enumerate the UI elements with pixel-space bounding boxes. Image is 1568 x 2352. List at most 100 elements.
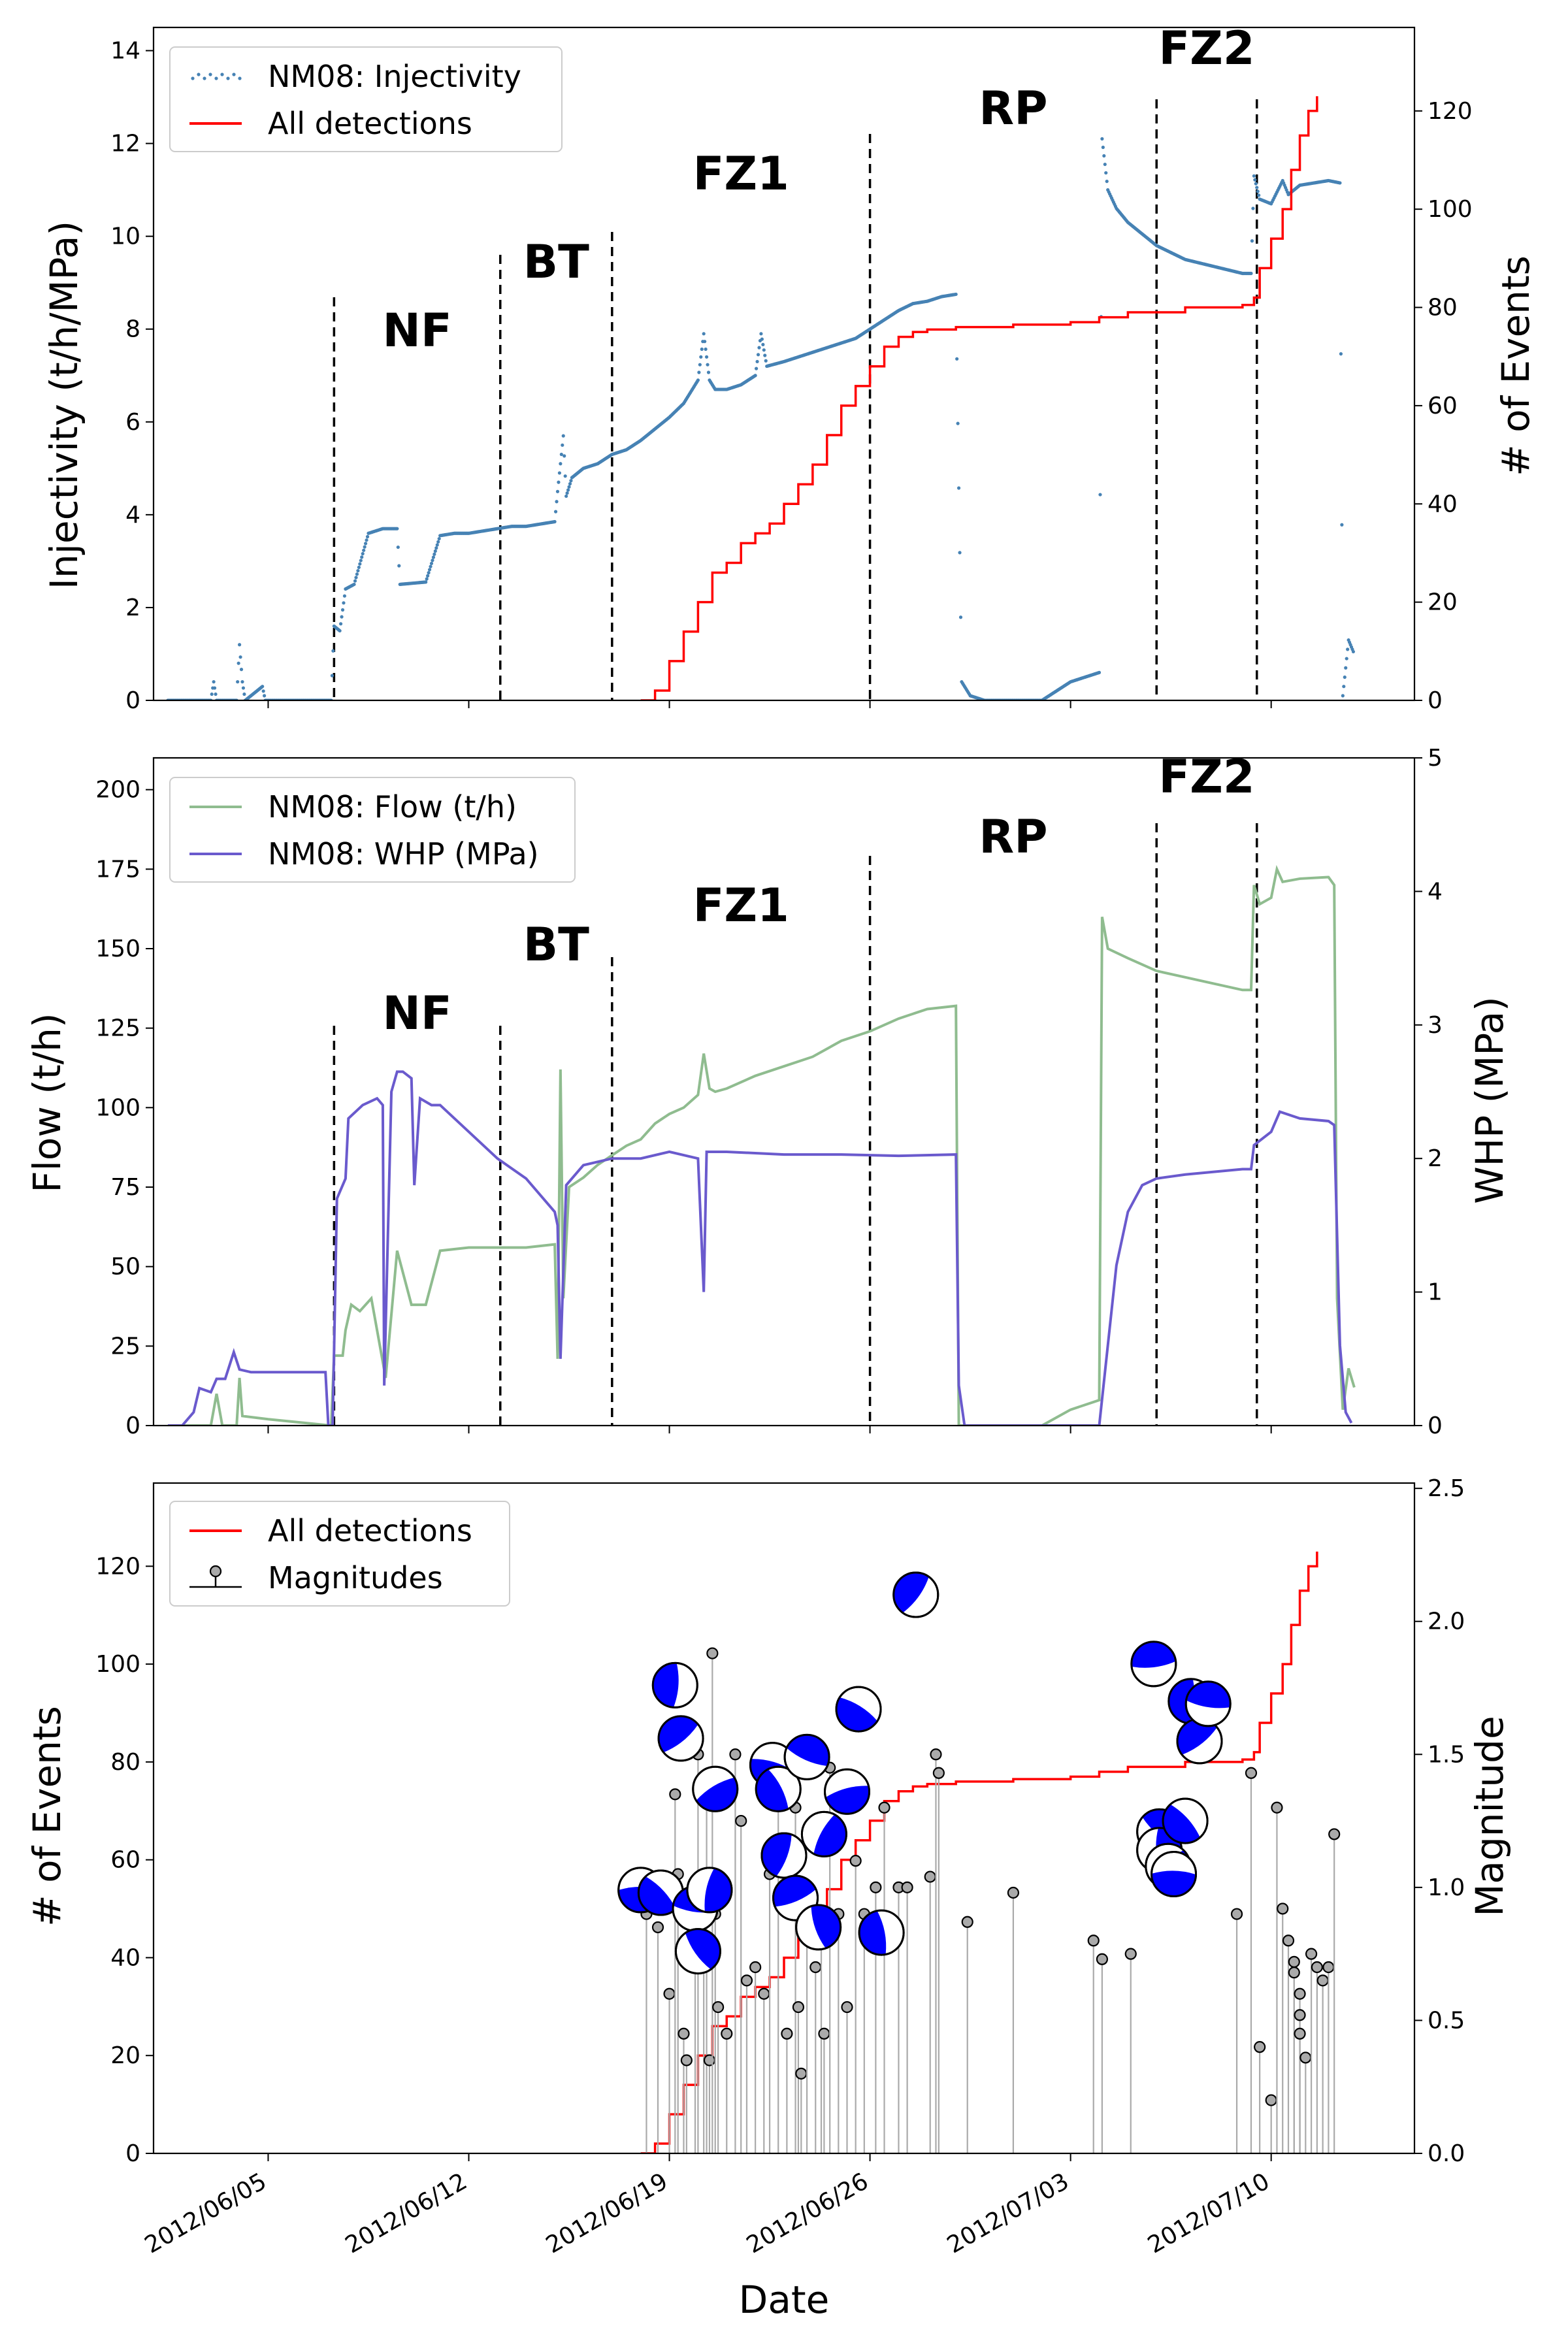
injectivity-point	[236, 679, 240, 684]
y-right-tick-label: 1.5	[1428, 1741, 1465, 1768]
magnitude-marker	[706, 1647, 719, 1659]
magnitude-marker	[930, 1748, 942, 1761]
y-left-tick-label: 50	[110, 1254, 140, 1281]
injectivity-point	[706, 363, 710, 367]
magnitude-marker	[1087, 1935, 1100, 1947]
y-right-tick-label: 0.0	[1428, 2140, 1465, 2167]
injectivity-point	[360, 555, 364, 559]
injectivity-point	[1101, 145, 1105, 150]
legend-marker	[220, 73, 224, 76]
phase-label-nf: NF	[382, 304, 451, 357]
injectivity-point	[238, 655, 242, 659]
plot-area	[166, 96, 1356, 700]
y-left-tick-label: 60	[110, 1847, 140, 1874]
injectivity-point	[361, 551, 365, 556]
injectivity-point	[563, 454, 566, 458]
magnitude-marker	[781, 2027, 793, 2040]
injectivity-point	[358, 562, 362, 566]
injectivity-point	[956, 486, 961, 490]
focal-mechanism-beachball	[1130, 1641, 1177, 1688]
injectivity-point	[365, 538, 368, 542]
injectivity-point	[355, 572, 359, 576]
magnitude-marker	[1124, 1948, 1137, 1960]
y-right-tick-label: 1	[1428, 1279, 1443, 1306]
injectivity-point	[557, 480, 561, 484]
injectivity-point	[424, 580, 428, 584]
injectivity-point	[261, 685, 265, 689]
magnitude-marker	[1271, 1801, 1283, 1814]
injectivity-point	[1252, 174, 1256, 178]
injectivity-point	[566, 488, 570, 492]
legend-marker	[214, 76, 218, 80]
injectivity-point	[553, 510, 558, 514]
focal-mechanism-beachball	[795, 1904, 842, 1951]
magnitude-marker	[1230, 1908, 1243, 1920]
injectivity-point	[1342, 685, 1346, 689]
axes-frame	[152, 26, 1416, 702]
y-left-tick-label: 14	[110, 38, 140, 65]
magnitude-marker	[721, 2027, 733, 2040]
injectivity-point	[397, 564, 401, 568]
injectivity-point	[564, 494, 568, 498]
injectivity-point	[553, 519, 557, 524]
injectivity-point	[565, 491, 569, 495]
injectivity-point	[703, 340, 707, 344]
injectivity-point	[762, 348, 766, 352]
injectivity-point	[338, 622, 343, 626]
phase-label-fz2: FZ2	[1158, 22, 1254, 75]
injectivity-point	[706, 370, 711, 374]
magnitude-marker	[795, 2067, 808, 2080]
y-right-tick-label: 0	[1428, 1413, 1443, 1439]
injectivity-point	[340, 615, 344, 619]
injectivity-point	[1344, 666, 1348, 670]
magnitude-marker	[680, 2054, 693, 2066]
all-detections-series	[640, 96, 1318, 700]
injectivity-point	[1250, 239, 1254, 243]
y-right-tick-label: 0	[1428, 687, 1443, 714]
magnitude-marker	[878, 1801, 890, 1814]
magnitude-marker	[849, 1855, 862, 1867]
injectivity-point	[958, 615, 963, 619]
y-left-tick-label: 4	[125, 502, 140, 529]
legend-marker	[226, 76, 230, 80]
y-left-tick-label: 100	[95, 1094, 140, 1121]
y-left-tick-label: 120	[95, 1553, 140, 1580]
injectivity-point	[431, 555, 436, 559]
injectivity-point	[342, 601, 346, 605]
focal-mechanism-beachball	[1162, 1797, 1209, 1844]
legend-frame	[169, 1501, 510, 1607]
legend: All detections Magnitudes	[169, 1501, 510, 1607]
injectivity-point	[427, 571, 431, 575]
nm08-whp-mpa--series	[167, 1070, 1353, 1426]
injectivity-point	[958, 551, 962, 555]
magnitude-marker	[735, 1814, 747, 1827]
y-right-tick-label: 0.5	[1428, 2007, 1465, 2034]
injectivity-point	[696, 378, 700, 382]
phase-label-bt: BT	[523, 918, 589, 972]
y-left-tick-label: 0	[125, 1413, 140, 1439]
injectivity-point	[704, 347, 708, 351]
focal-mechanism-beachball	[892, 1571, 939, 1618]
injectivity-point	[702, 332, 706, 336]
injectivity-point	[363, 545, 367, 549]
injectivity-point	[1104, 171, 1108, 175]
injectivity-point	[395, 527, 399, 531]
y-right-tick-label: 3	[1428, 1012, 1443, 1039]
magnitude-marker	[1288, 1967, 1300, 1979]
injectivity-point	[241, 686, 246, 690]
all-detections-series	[640, 1551, 1318, 2153]
y-left-tick-label: 125	[95, 1015, 140, 1042]
magnitude-marker	[1316, 1974, 1329, 1987]
magnitude-marker	[651, 1921, 664, 1934]
focal-mechanism-beachball	[755, 1765, 802, 1812]
magnitude-marker	[1322, 1961, 1335, 1974]
right-axis-label: Magnitude	[1467, 1716, 1512, 1916]
magnitude-marker	[729, 1748, 742, 1761]
injectivity-point	[433, 549, 437, 553]
magnitude-marker	[1254, 2041, 1266, 2053]
left-axis-label: # of Events	[25, 1706, 69, 1927]
injectivity-point	[427, 568, 432, 572]
magnitude-marker	[961, 1916, 973, 1928]
injectivity-point	[431, 559, 434, 563]
injectivity-point	[434, 546, 438, 550]
